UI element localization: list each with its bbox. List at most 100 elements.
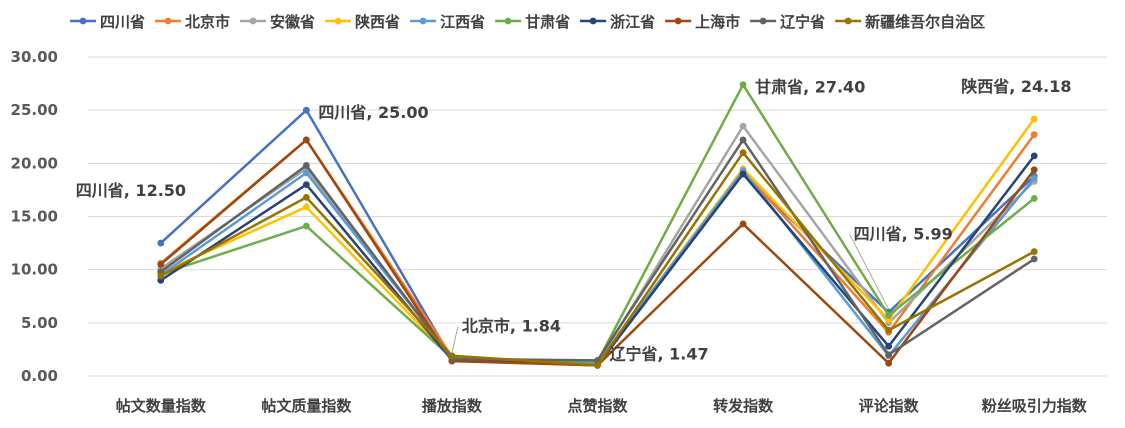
data-label: 四川省, 12.50 [76, 181, 186, 200]
legend-item: 上海市 [665, 13, 740, 31]
label-leader-line [849, 234, 890, 310]
legend-marker [844, 17, 852, 25]
legend-item: 江西省 [410, 13, 485, 31]
legend-item: 甘肃省 [495, 13, 570, 31]
y-tick-label: 25.00 [11, 101, 58, 119]
legend-label: 辽宁省 [780, 13, 825, 31]
data-point [302, 136, 310, 144]
data-point [302, 106, 310, 114]
data-point [1030, 131, 1038, 139]
legend-label: 上海市 [695, 13, 740, 31]
x-category-label: 帖文质量指数 [261, 397, 352, 415]
y-tick-label: 0.00 [21, 367, 58, 385]
legend-marker [164, 17, 172, 25]
legend: 四川省 北京市 安徽省 陕西省 江西省 甘肃省 浙江省 上海市 辽宁省 新疆维吾尔自治区 [70, 13, 985, 31]
data-point [157, 260, 165, 268]
data-point [1030, 174, 1038, 182]
legend-marker [589, 17, 597, 25]
legend-marker [419, 17, 427, 25]
data-point [739, 136, 747, 144]
series-line [160, 169, 1036, 365]
legend-label: 江西省 [440, 13, 485, 31]
data-label: 陕西省, 24.18 [961, 77, 1071, 96]
data-point [885, 342, 893, 350]
data-point [885, 326, 893, 334]
legend-marker [79, 17, 87, 25]
data-point [1030, 195, 1038, 202]
data-point [739, 170, 747, 178]
legend-marker [759, 17, 767, 25]
data-label: 四川省, 25.00 [318, 103, 428, 122]
data-point [157, 239, 165, 247]
x-category-label: 粉丝吸引力指数 [982, 397, 1088, 415]
data-point [594, 361, 601, 369]
legend-label: 安徽省 [270, 13, 315, 31]
legend-item: 北京市 [155, 13, 230, 31]
data-point [302, 181, 310, 189]
series-8 [157, 136, 1038, 364]
series-9 [157, 149, 1038, 369]
data-point [885, 311, 893, 319]
data-point [1030, 248, 1038, 255]
data-point [1030, 152, 1038, 160]
data-point [302, 169, 310, 177]
data-label-annotations: 四川省, 12.50 四川省, 25.00 北京市, 1.84 辽宁省, 1.47 甘肃… [76, 77, 1072, 363]
x-category-label: 点赞指数 [567, 397, 628, 415]
data-point [1030, 115, 1038, 123]
data-point [157, 272, 165, 280]
x-category-label: 评论指数 [859, 397, 920, 415]
series-line [159, 133, 1036, 366]
data-point [1030, 166, 1038, 174]
legend-marker [249, 17, 257, 25]
y-tick-label: 20.00 [11, 154, 58, 172]
legend-marker [504, 17, 512, 25]
data-point [1030, 255, 1038, 263]
legend-item: 浙江省 [580, 13, 655, 31]
legend-label: 甘肃省 [525, 13, 570, 31]
legend-label: 浙江省 [610, 13, 655, 31]
gridlines [88, 56, 1107, 377]
legend-item: 安徽省 [240, 13, 315, 31]
series-line [160, 155, 1036, 367]
legend-item: 新疆维吾尔自治区 [835, 13, 985, 31]
y-tick-label: 15.00 [11, 208, 58, 226]
legend-item: 陕西省 [325, 13, 400, 31]
data-point [739, 149, 747, 157]
x-category-label: 播放指数 [422, 397, 483, 415]
data-point [302, 222, 310, 230]
data-point [739, 81, 747, 89]
data-point [302, 203, 310, 211]
legend-marker [334, 17, 342, 25]
data-point [302, 162, 310, 169]
legend-marker [674, 17, 682, 25]
legend-label: 北京市 [185, 13, 230, 31]
data-label: 四川省, 5.99 [854, 224, 953, 243]
legend-item: 辽宁省 [750, 13, 825, 31]
data-point [739, 122, 747, 130]
legend-label: 四川省 [100, 13, 145, 31]
series-line [159, 138, 1036, 367]
data-point [885, 351, 893, 359]
series-1 [157, 131, 1038, 368]
series-line [160, 83, 1035, 363]
data-point [885, 359, 893, 367]
series-4 [157, 167, 1038, 367]
legend-label: 新疆维吾尔自治区 [865, 13, 985, 31]
x-category-label: 转发指数 [713, 397, 774, 415]
label-leader-line [451, 326, 459, 354]
data-point [448, 352, 456, 360]
data-label: 辽宁省, 1.47 [610, 344, 709, 363]
data-label: 甘肃省, 27.40 [755, 78, 865, 97]
y-axis-ticks: 0.00 5.00 10.00 15.00 20.00 25.00 30.00 [11, 48, 58, 385]
legend-item: 四川省 [70, 13, 145, 31]
series-2 [157, 122, 1038, 367]
y-tick-label: 30.00 [11, 48, 58, 66]
legend-label: 陕西省 [355, 13, 400, 31]
data-label: 北京市, 1.84 [462, 316, 561, 335]
x-category-label: 帖文数量指数 [116, 397, 207, 415]
y-tick-label: 5.00 [21, 314, 58, 332]
x-axis-categories: 帖文数量指数 帖文质量指数 播放指数 点赞指数 转发指数 评论指数 粉丝吸引力指数 [116, 397, 1088, 415]
series-lines [157, 81, 1038, 369]
data-point [739, 220, 747, 228]
